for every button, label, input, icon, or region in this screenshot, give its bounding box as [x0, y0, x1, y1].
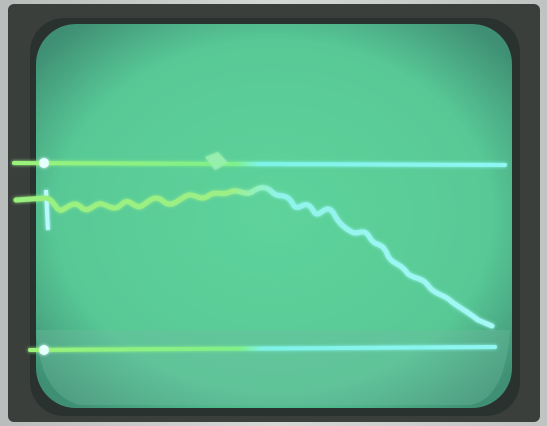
- page: [0, 0, 547, 426]
- oscilloscope-photo: [0, 0, 547, 426]
- upper-reference-line: [14, 163, 505, 165]
- screen-reflection: [36, 330, 510, 405]
- beam-spot: [39, 158, 49, 168]
- beam-spot: [39, 345, 49, 355]
